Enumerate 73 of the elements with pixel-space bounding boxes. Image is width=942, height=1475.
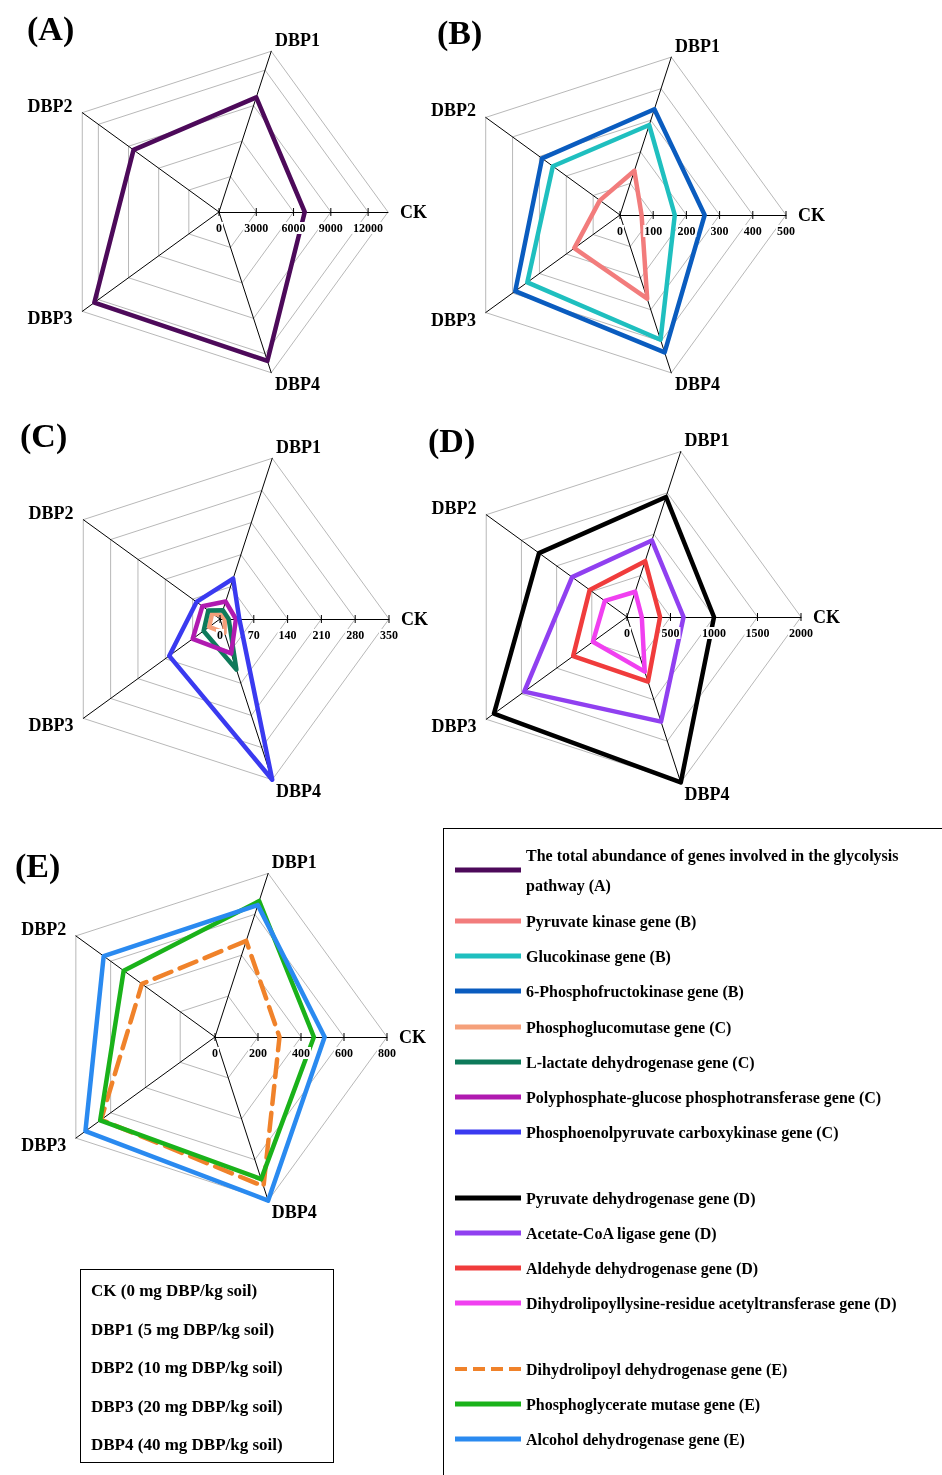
spoke-label: CK xyxy=(401,609,428,629)
y-tick-label: 2000 xyxy=(789,626,813,640)
spoke-label: DBP1 xyxy=(271,852,317,873)
legend-label: Acetate-CoA ligase gene (D) xyxy=(526,1224,717,1243)
legend-label: Pyruvate kinase gene (B) xyxy=(526,912,697,931)
spoke-label: DBP4 xyxy=(675,374,721,395)
spoke-label: DBP3 xyxy=(27,308,73,329)
spoke-label: DBP3 xyxy=(28,715,74,736)
legend-label: Polyphosphate-glucose phosphotransferase gene (C) xyxy=(526,1088,882,1107)
chart-title: (D) xyxy=(428,421,476,460)
y-tick-label: 12000 xyxy=(353,221,384,235)
legend-label: Aldehyde dehydrogenase gene (D) xyxy=(526,1259,759,1278)
spoke-label: DBP3 xyxy=(21,1135,67,1156)
y-tick-label: 280 xyxy=(346,628,365,642)
legend-label: The total abundance of genes involved in the glycolysis pathway (A) xyxy=(526,846,903,895)
y-tick-label: 100 xyxy=(644,224,663,238)
y-tick-label: 1500 xyxy=(745,626,770,640)
legend-label: 6-Phosphofructokinase gene (B) xyxy=(526,982,744,1001)
y-tick-label: 500 xyxy=(777,224,795,238)
y-tick-label: 400 xyxy=(743,224,762,238)
key-box: CK (0 mg DBP/kg soil) DBP1 (5 mg DBP/kg soil) DBP2 (10 mg DBP/kg soil) DBP3 (20 mg DBP/kg soil) DBP4 (40 mg DBP/kg soil) xyxy=(80,1269,334,1463)
spoke-label: DBP2 xyxy=(21,918,67,939)
legend-label: L-lactate dehydrogenase gene (C) xyxy=(526,1053,755,1072)
y-tick-label: 140 xyxy=(278,628,297,642)
legend-label: Phosphoenolpyruvate carboxykinase gene (C) xyxy=(526,1123,839,1142)
spoke-label: CK xyxy=(798,205,825,225)
spoke-label: DBP1 xyxy=(274,29,320,50)
y-tick-label: 350 xyxy=(380,628,398,642)
legend-label: Phosphoglycerate mutase gene (E) xyxy=(526,1395,761,1414)
y-tick-label: 9000 xyxy=(318,221,343,235)
legend-label: Pyruvate dehydrogenase gene (D) xyxy=(526,1189,756,1208)
spoke-label: DBP3 xyxy=(431,716,477,737)
spoke-label: CK xyxy=(399,1027,426,1047)
y-tick-label: 0 xyxy=(217,628,223,642)
y-tick-label: 800 xyxy=(378,1046,396,1060)
chart-title: (A) xyxy=(27,9,75,48)
y-tick-label: 200 xyxy=(249,1046,267,1060)
spoke-label: DBP2 xyxy=(27,95,73,116)
legend-label: Dihydrolipoyl dehydrogenase gene (E) xyxy=(526,1360,788,1379)
y-tick-label: 3000 xyxy=(244,221,269,235)
legend-label: Phosphoglucomutase gene (C) xyxy=(526,1018,732,1037)
y-tick-label: 500 xyxy=(661,626,680,640)
y-tick-label: 6000 xyxy=(281,221,306,235)
chart-title: (B) xyxy=(437,13,483,52)
spoke-label: DBP4 xyxy=(271,1201,317,1222)
y-tick-label: 600 xyxy=(335,1046,353,1060)
y-tick-label: 200 xyxy=(677,224,696,238)
y-tick-label: 0 xyxy=(617,224,623,238)
spoke-label: DBP3 xyxy=(430,309,476,330)
legend-label: Glucokinase gene (B) xyxy=(526,947,671,966)
spoke-label: DBP4 xyxy=(275,781,321,802)
spoke-label: CK xyxy=(400,202,427,222)
spoke-label: DBP2 xyxy=(430,100,476,121)
y-tick-label: 400 xyxy=(292,1046,310,1060)
legend-label: Dihydrolipoyllysine-residue acetyltransferase gene (D) xyxy=(526,1294,897,1313)
y-tick-label: 70 xyxy=(247,628,260,642)
spoke-label: DBP1 xyxy=(275,436,321,457)
y-tick-label: 300 xyxy=(710,224,729,238)
spoke-label: DBP1 xyxy=(675,35,721,56)
spoke-label: DBP4 xyxy=(684,783,730,804)
spoke-label: CK xyxy=(813,607,840,627)
chart-title: (C) xyxy=(20,416,68,455)
y-tick-label: 1000 xyxy=(702,626,726,640)
spoke-label: DBP1 xyxy=(684,430,730,451)
y-tick-label: 0 xyxy=(624,626,630,640)
spoke-label: DBP2 xyxy=(28,502,74,523)
y-tick-label: 210 xyxy=(312,628,331,642)
y-tick-label: 0 xyxy=(212,1046,218,1060)
y-tick-label: 0 xyxy=(216,221,222,235)
spoke-label: DBP4 xyxy=(274,374,320,395)
spoke-label: DBP2 xyxy=(431,497,477,518)
chart-title: (E) xyxy=(15,846,61,885)
legend-label: Alcohol dehydrogenase gene (E) xyxy=(526,1430,745,1449)
